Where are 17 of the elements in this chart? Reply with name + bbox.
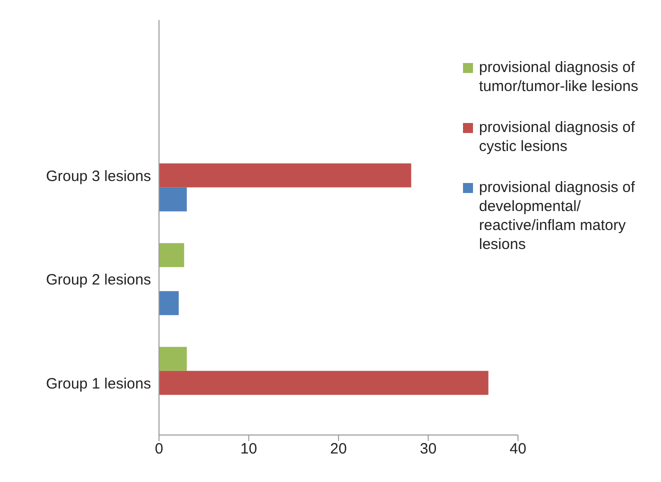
y-tick-label: Group 3 lesions [46,168,151,185]
x-tick-label: 40 [510,440,526,458]
bar [159,163,412,188]
x-tick-label: 30 [420,440,437,458]
legend-label: provisional diagnosis of tumor/tumor-like lesions [479,58,640,96]
x-tick-label: 0 [154,440,164,458]
bar [159,370,488,395]
y-tick-label: Group 2 lesions [46,272,151,289]
bar [159,243,184,268]
bar [159,187,187,212]
legend-label: provisional diagnosis of developmental/ reactive/inflam matory lesions [479,178,636,254]
legend-label: provisional diagnosis of cystic lesions [479,118,636,156]
x-tick-label: 10 [240,440,258,458]
bar [159,291,179,316]
bar [159,346,187,371]
y-tick-label: Group 1 lesions [46,375,151,392]
x-tick-label: 20 [330,440,347,458]
